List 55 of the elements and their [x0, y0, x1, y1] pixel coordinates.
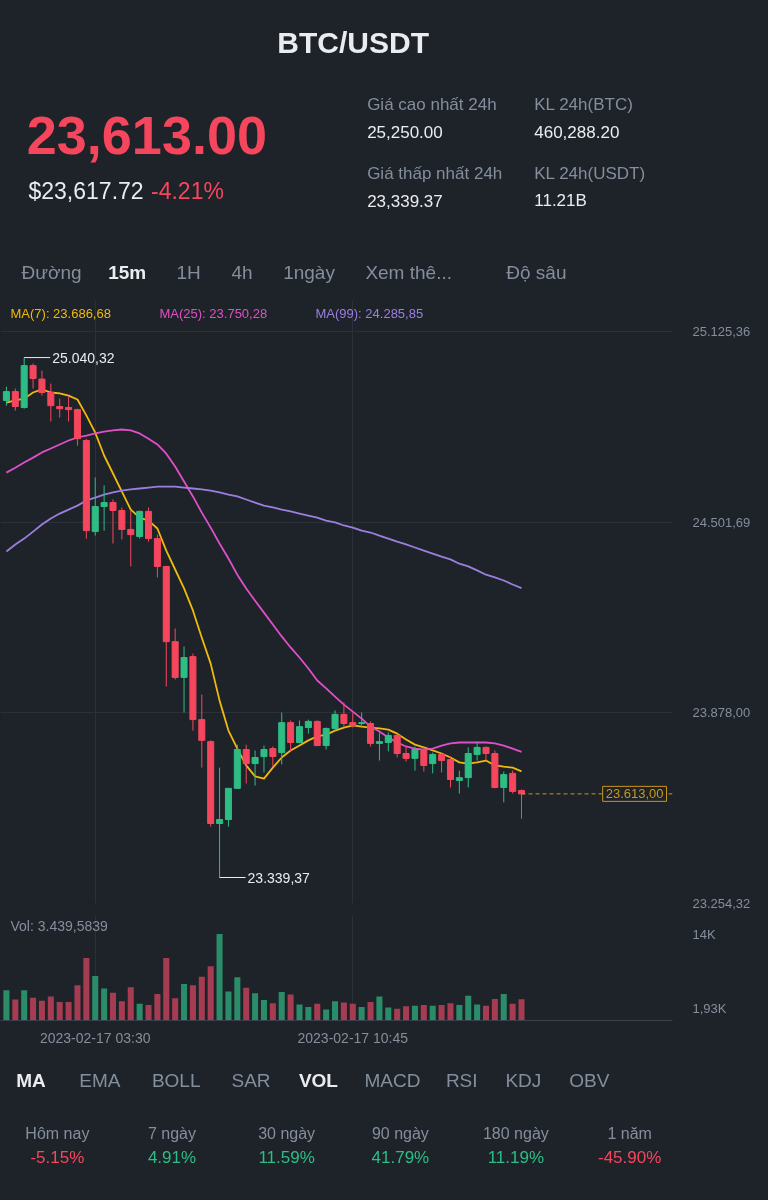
- y-tick-label: 1,93K: [692, 1001, 727, 1017]
- text: SAR: [231, 1070, 271, 1091]
- text: 25,250.00: [367, 122, 443, 142]
- text: 23,613.00: [26, 105, 267, 165]
- text: Xem thê...: [365, 262, 452, 283]
- x-tick-label: 2023-02-17 10:45: [297, 1029, 409, 1046]
- category-label: Hôm nay: [25, 1125, 90, 1142]
- text: 1ngày: [283, 262, 336, 283]
- text: EMA: [79, 1070, 121, 1091]
- text: 11.59%: [258, 1148, 315, 1167]
- text: 4.91%: [147, 1148, 197, 1167]
- text: BOLL: [151, 1070, 201, 1091]
- y-tick-label: 24.501,69: [692, 514, 751, 530]
- text: 4h: [231, 262, 253, 283]
- y-tick-label: 14K: [692, 926, 716, 942]
- text: Giá cao nhất 24h: [367, 95, 497, 114]
- annotation: 23.339,37: [247, 869, 311, 886]
- text: -5.15%: [30, 1148, 85, 1167]
- x-tick-label: 2023-02-17 03:30: [39, 1029, 151, 1046]
- text: KL 24h(USDT): [534, 164, 646, 183]
- text: MA(99): 24.285,85: [315, 306, 424, 321]
- text: KL 24h(BTC): [534, 95, 633, 114]
- text: RSI: [445, 1070, 478, 1091]
- text: MA(25): 23.750,28: [159, 306, 268, 321]
- text: Đường: [21, 262, 82, 283]
- text: OBV: [569, 1070, 610, 1091]
- text: 11.21B: [534, 191, 587, 210]
- text: 1H: [176, 262, 201, 283]
- text: -45.90%: [597, 1148, 662, 1167]
- y-tick-label: 23.878,00: [692, 705, 751, 721]
- category-label: 90 ngày: [371, 1125, 429, 1142]
- text: 23,339.37: [367, 191, 443, 211]
- text: MACD: [364, 1070, 421, 1091]
- ref-line-label: 23.613,00: [605, 786, 664, 802]
- text: 460,288.20: [534, 122, 620, 142]
- text: 11.19%: [487, 1148, 545, 1167]
- text: MA: [16, 1070, 47, 1091]
- y-tick-label: 25.125,36: [692, 324, 751, 340]
- annotation: 25.040,32: [52, 349, 115, 366]
- text: 15m: [108, 262, 147, 283]
- category-label: 180 ngày: [482, 1125, 549, 1142]
- text: Độ sâu: [506, 262, 567, 283]
- y-tick-label: 23.254,32: [692, 896, 751, 911]
- text: VOL: [298, 1070, 339, 1091]
- category-label: 7 ngày: [147, 1125, 197, 1142]
- category-label: 30 ngày: [258, 1125, 316, 1142]
- text: KDJ: [505, 1070, 542, 1091]
- text: $23,617.72: [28, 177, 144, 204]
- text: MA(7): 23.686,68: [10, 306, 111, 321]
- text: 41.79%: [371, 1148, 430, 1167]
- text: BTC/USDT: [277, 26, 429, 59]
- text: Giá thấp nhất 24h: [367, 164, 503, 183]
- category-label: 1 năm: [607, 1125, 652, 1142]
- text: -4.21%: [151, 177, 224, 204]
- chart-title: Vol: 3.439,5839: [10, 917, 109, 934]
